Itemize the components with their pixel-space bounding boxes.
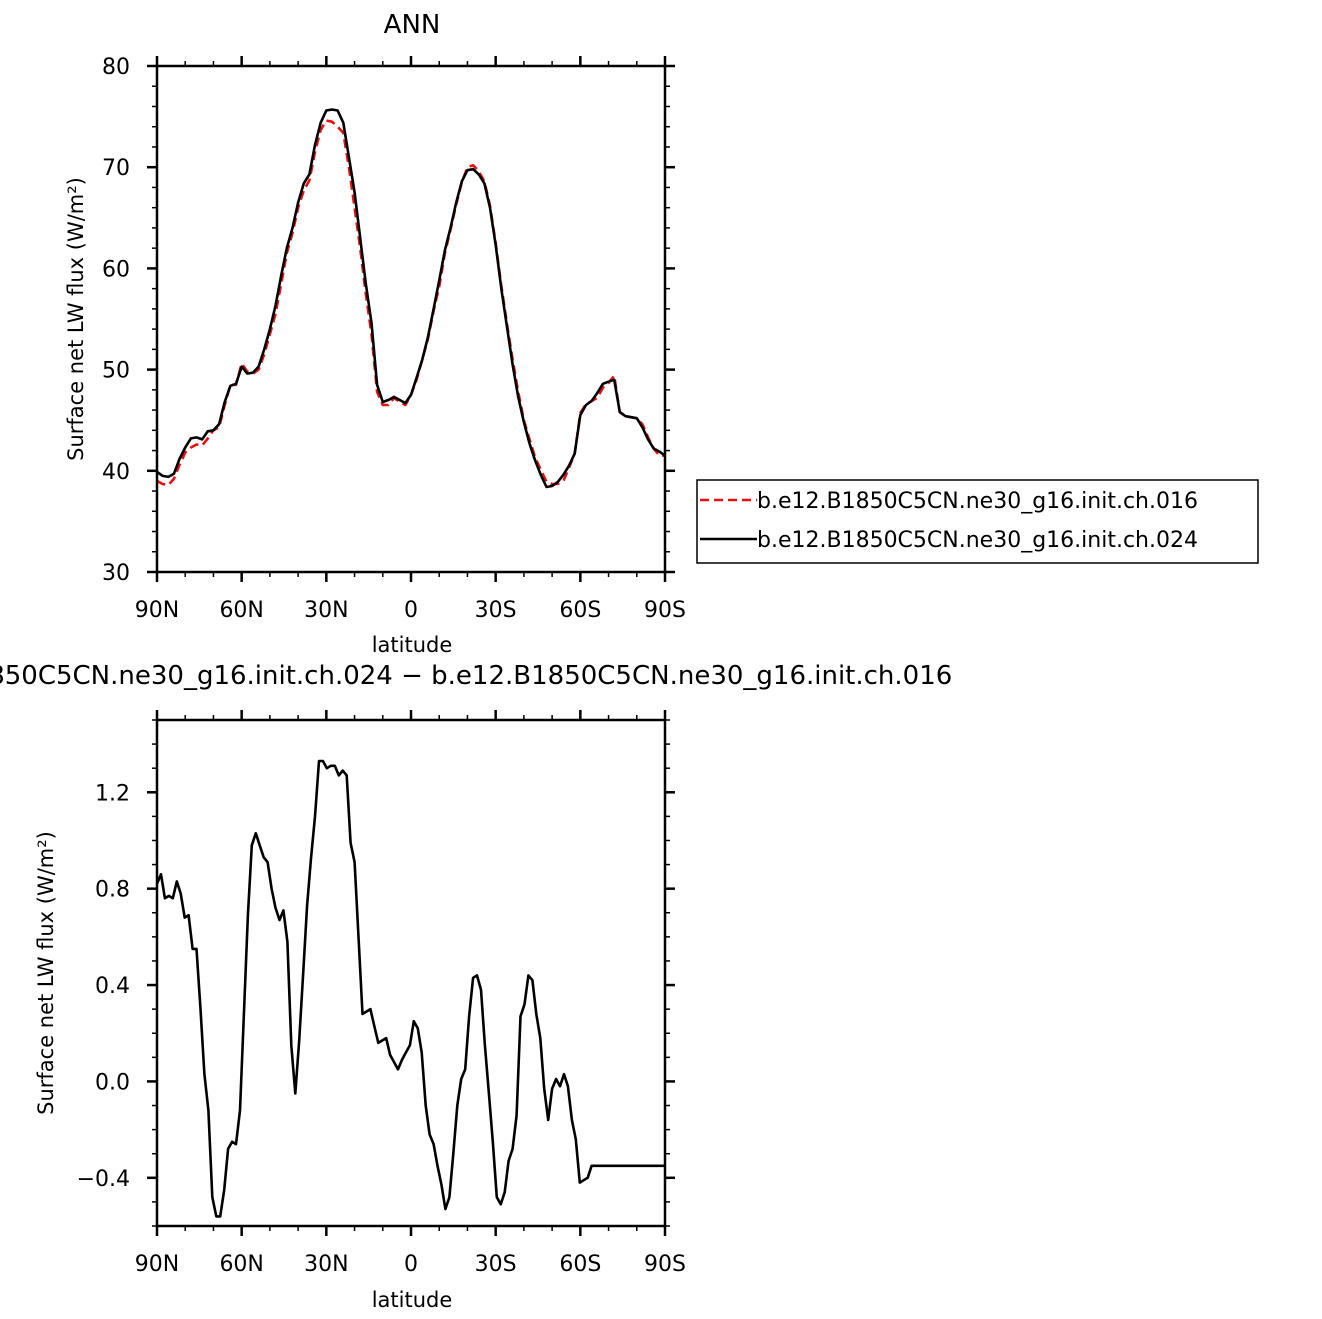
bottom-x-tick-label: 60S (559, 1252, 601, 1277)
bottom-y-tick-label: 0.0 (95, 1070, 130, 1095)
top-y-tick-label: 40 (102, 460, 130, 485)
bottom-panel-title: b.e12.B1850C5CN.ne30_g16.init.ch.024 − b… (0, 661, 952, 691)
top-x-tick-label: 30S (475, 598, 517, 623)
top-panel-series-layer (156, 108, 666, 489)
top-y-tick-label: 80 (102, 55, 130, 80)
top-y-tick-label: 50 (102, 359, 130, 384)
bottom-x-tick-label: 90S (644, 1252, 686, 1277)
bottom-y-tick-label: −0.4 (77, 1167, 130, 1192)
top-panel-axes: 90N 60N 30N 0 30S 60S 90S 30 40 50 60 70 80 (102, 55, 686, 623)
top-panel-title: ANN (384, 10, 441, 40)
top-x-tick-label: 0 (404, 598, 418, 623)
top-panel: ANN 90N 60N 30N 0 30S 60S 90S 30 40 50 60 70 80 lati… (64, 10, 686, 657)
top-y-tick-label: 60 (102, 257, 130, 282)
top-panel-xlabel: latitude (372, 633, 453, 657)
bottom-panel-axes: 90N 60N 30N 0 30S 60S 90S −0.4 0.0 0.4 0.8 1.2 (77, 710, 686, 1277)
top-series-line-1 (156, 108, 666, 489)
bottom-panel-frame (155, 718, 667, 1228)
top-x-tick-label: 90S (644, 598, 686, 623)
legend: b.e12.B1850C5CN.ne30_g16.init.ch.016 b.e… (696, 479, 1259, 564)
bottom-x-tick-label: 30N (304, 1252, 348, 1277)
legend-label-024: b.e12.B1850C5CN.ne30_g16.init.ch.024 (757, 528, 1198, 553)
top-y-tick-label: 30 (102, 561, 130, 586)
bottom-y-tick-label: 1.2 (95, 781, 130, 806)
top-y-tick-label: 70 (102, 156, 130, 181)
bottom-y-tick-label: 0.4 (95, 974, 130, 999)
bottom-panel-xlabel: latitude (372, 1288, 453, 1312)
top-x-tick-label: 30N (304, 598, 348, 623)
bottom-x-tick-label: 90N (135, 1252, 179, 1277)
bottom-x-tick-label: 30S (475, 1252, 517, 1277)
bottom-series-line-0 (155, 759, 665, 1218)
bottom-panel: b.e12.B1850C5CN.ne30_g16.init.ch.024 − b… (0, 661, 952, 1312)
top-x-tick-label: 60S (559, 598, 601, 623)
bottom-x-tick-label: 60N (219, 1252, 263, 1277)
bottom-y-tick-label: 0.8 (95, 878, 130, 903)
bottom-panel-ylabel: Surface net LW flux (W/m²) (34, 831, 58, 1115)
top-x-tick-label: 90N (135, 598, 179, 623)
top-x-tick-label: 60N (219, 598, 263, 623)
top-series-line-0 (156, 119, 665, 487)
bottom-panel-series-layer (155, 759, 665, 1218)
top-panel-frame (155, 64, 667, 574)
top-panel-ylabel: Surface net LW flux (W/m²) (64, 177, 88, 461)
legend-label-016: b.e12.B1850C5CN.ne30_g16.init.ch.016 (757, 489, 1198, 514)
bottom-x-tick-label: 0 (404, 1252, 418, 1277)
legend-box (696, 479, 1259, 564)
